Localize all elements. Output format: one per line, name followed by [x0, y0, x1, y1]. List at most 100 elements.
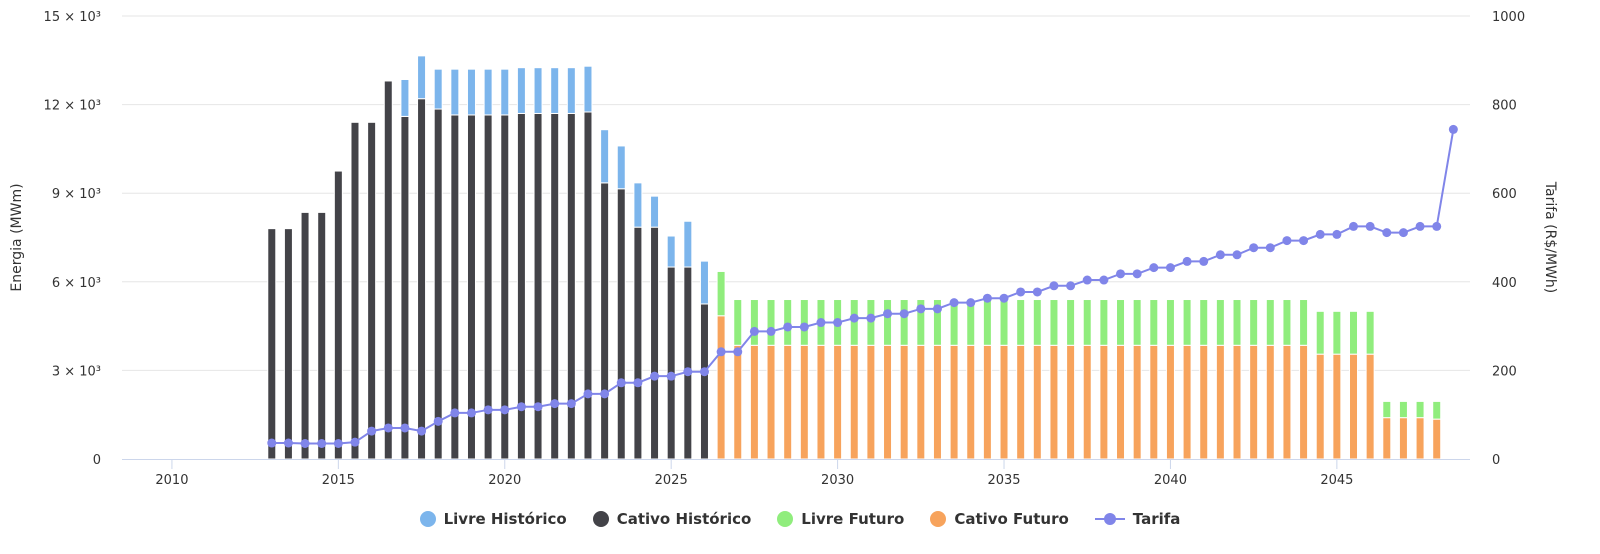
bar-livre-historico[interactable]: [433, 68, 443, 110]
tarifa-point[interactable]: [317, 438, 327, 448]
bar-cativo-futuro[interactable]: [1215, 344, 1225, 460]
bar-livre-historico[interactable]: [683, 220, 693, 268]
bar-livre-historico[interactable]: [516, 67, 526, 114]
bar-cativo-futuro[interactable]: [1116, 344, 1126, 460]
bar-livre-futuro[interactable]: [733, 299, 743, 346]
tarifa-point[interactable]: [1315, 229, 1325, 239]
bar-livre-historico[interactable]: [583, 65, 593, 113]
bar-cativo-futuro[interactable]: [1199, 344, 1209, 460]
bar-livre-futuro[interactable]: [1382, 400, 1392, 419]
tarifa-point[interactable]: [932, 304, 942, 314]
bar-livre-futuro[interactable]: [1249, 299, 1259, 346]
bar-livre-historico[interactable]: [550, 67, 560, 114]
bar-cativo-futuro[interactable]: [1432, 418, 1442, 460]
bar-livre-historico[interactable]: [616, 145, 626, 190]
tarifa-point[interactable]: [633, 378, 643, 388]
tarifa-point[interactable]: [733, 347, 743, 357]
tarifa-point[interactable]: [616, 378, 626, 388]
tarifa-point[interactable]: [716, 347, 726, 357]
bar-cativo-historico[interactable]: [317, 211, 327, 460]
bar-cativo-futuro[interactable]: [1398, 417, 1408, 460]
tarifa-point[interactable]: [400, 423, 410, 433]
bar-livre-futuro[interactable]: [749, 299, 759, 346]
bar-livre-historico[interactable]: [699, 260, 709, 305]
bar-cativo-historico[interactable]: [650, 226, 660, 460]
bar-livre-historico[interactable]: [650, 195, 660, 228]
tarifa-point[interactable]: [1415, 221, 1425, 231]
bar-cativo-futuro[interactable]: [1016, 344, 1026, 460]
bar-livre-futuro[interactable]: [1215, 299, 1225, 346]
bar-cativo-futuro[interactable]: [1365, 353, 1375, 460]
tarifa-point[interactable]: [1099, 275, 1109, 285]
bar-cativo-futuro[interactable]: [1282, 344, 1292, 460]
bar-cativo-futuro[interactable]: [916, 344, 926, 460]
bar-livre-futuro[interactable]: [932, 299, 942, 346]
bar-livre-futuro[interactable]: [1049, 299, 1059, 346]
tarifa-point[interactable]: [450, 408, 460, 418]
tarifa-point[interactable]: [1165, 263, 1175, 273]
tarifa-point[interactable]: [1382, 228, 1392, 238]
bar-livre-futuro[interactable]: [1265, 299, 1275, 346]
legend-item-livre-historico[interactable]: Livre Histórico: [419, 510, 567, 528]
tarifa-point[interactable]: [533, 402, 543, 412]
tarifa-point[interactable]: [267, 438, 277, 448]
bar-cativo-futuro[interactable]: [866, 344, 876, 460]
bar-livre-futuro[interactable]: [1299, 299, 1309, 346]
bar-livre-futuro[interactable]: [1066, 299, 1076, 346]
bar-cativo-futuro[interactable]: [883, 344, 893, 460]
bar-livre-futuro[interactable]: [1365, 310, 1375, 355]
bar-cativo-futuro[interactable]: [1149, 344, 1159, 460]
tarifa-point[interactable]: [866, 313, 876, 323]
bar-cativo-futuro[interactable]: [999, 344, 1009, 460]
bar-livre-futuro[interactable]: [783, 299, 793, 346]
bar-livre-futuro[interactable]: [1082, 299, 1092, 346]
bar-cativo-historico[interactable]: [450, 114, 460, 460]
tarifa-point[interactable]: [367, 426, 377, 436]
tarifa-point[interactable]: [283, 438, 293, 448]
tarifa-point[interactable]: [350, 437, 360, 447]
bar-cativo-futuro[interactable]: [716, 315, 726, 460]
bar-livre-futuro[interactable]: [1398, 400, 1408, 419]
tarifa-point[interactable]: [949, 298, 959, 308]
tarifa-point[interactable]: [566, 399, 576, 409]
bar-livre-futuro[interactable]: [1199, 299, 1209, 346]
tarifa-point[interactable]: [799, 322, 809, 332]
bar-cativo-historico[interactable]: [350, 121, 360, 460]
bar-cativo-futuro[interactable]: [849, 344, 859, 460]
bar-cativo-futuro[interactable]: [1049, 344, 1059, 460]
bar-livre-futuro[interactable]: [1315, 310, 1325, 355]
tarifa-point[interactable]: [999, 293, 1009, 303]
tarifa-point[interactable]: [1199, 256, 1209, 266]
tarifa-point[interactable]: [666, 371, 676, 381]
tarifa-point[interactable]: [749, 326, 759, 336]
bar-cativo-futuro[interactable]: [1032, 344, 1042, 460]
bar-livre-futuro[interactable]: [1116, 299, 1126, 346]
bar-cativo-futuro[interactable]: [783, 344, 793, 460]
tarifa-point[interactable]: [1265, 243, 1275, 253]
bar-cativo-futuro[interactable]: [1315, 353, 1325, 460]
tarifa-point[interactable]: [833, 318, 843, 328]
bar-cativo-historico[interactable]: [400, 115, 410, 460]
bar-cativo-futuro[interactable]: [816, 344, 826, 460]
tarifa-point[interactable]: [1299, 236, 1309, 246]
bar-livre-futuro[interactable]: [1149, 299, 1159, 346]
tarifa-point[interactable]: [849, 313, 859, 323]
bar-livre-futuro[interactable]: [899, 299, 909, 346]
bar-cativo-historico[interactable]: [699, 303, 709, 460]
bar-cativo-futuro[interactable]: [833, 344, 843, 460]
bar-livre-futuro[interactable]: [1182, 299, 1192, 346]
bar-cativo-futuro[interactable]: [1066, 344, 1076, 460]
bar-cativo-historico[interactable]: [683, 266, 693, 460]
bar-livre-futuro[interactable]: [1432, 400, 1442, 420]
bar-cativo-historico[interactable]: [433, 108, 443, 460]
tarifa-point[interactable]: [333, 438, 343, 448]
tarifa-point[interactable]: [417, 426, 427, 436]
tarifa-point[interactable]: [1448, 124, 1458, 134]
tarifa-point[interactable]: [1282, 236, 1292, 246]
tarifa-point[interactable]: [683, 367, 693, 377]
bar-cativo-futuro[interactable]: [733, 344, 743, 460]
bar-cativo-futuro[interactable]: [1349, 353, 1359, 460]
tarifa-point[interactable]: [1016, 287, 1026, 297]
tarifa-point[interactable]: [966, 298, 976, 308]
tarifa-point[interactable]: [1032, 287, 1042, 297]
